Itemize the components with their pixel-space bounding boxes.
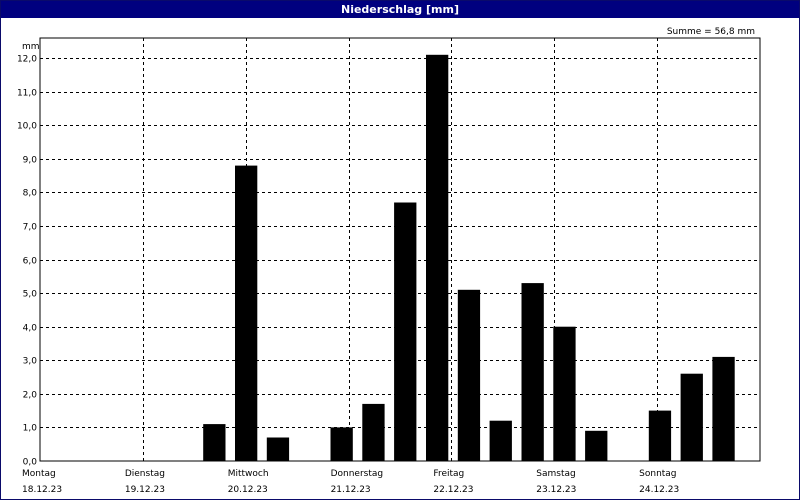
precipitation-bar (266, 437, 290, 461)
x-tick-date: 19.12.23 (125, 485, 165, 495)
precipitation-bar (203, 424, 226, 461)
y-axis-label: mm (22, 42, 40, 52)
x-tick-date: 18.12.23 (22, 485, 62, 495)
precipitation-bar (426, 54, 449, 462)
precipitation-bar (235, 165, 258, 461)
x-tick-day: Sonntag (639, 469, 676, 479)
y-tick-label: 0,0 (23, 458, 38, 468)
x-tick-date: 21.12.23 (331, 485, 371, 495)
x-tick-day: Dienstag (125, 469, 165, 479)
y-tick-label: 9,0 (23, 156, 38, 166)
precipitation-bar (330, 427, 353, 461)
precipitation-bar (585, 430, 608, 461)
x-tick-day: Samstag (536, 469, 575, 479)
precipitation-bar (648, 410, 672, 461)
chart-title: Niederschlag [mm] (1, 1, 799, 18)
x-tick-date: 20.12.23 (228, 485, 268, 495)
precipitation-bar (680, 373, 703, 461)
x-tick-date: 23.12.23 (536, 485, 576, 495)
precipitation-bar (712, 356, 735, 461)
precipitation-bar (521, 283, 544, 461)
x-tick-day: Freitag (433, 469, 464, 479)
y-tick-label: 12,0 (17, 55, 37, 65)
y-tick-label: 8,0 (23, 189, 38, 199)
y-tick-label: 7,0 (23, 223, 38, 233)
y-tick-label: 4,0 (23, 324, 38, 334)
y-tick-label: 3,0 (23, 357, 38, 367)
precipitation-bar (489, 420, 512, 461)
y-tick-label: 1,0 (23, 424, 38, 434)
precipitation-bar (394, 202, 417, 461)
precipitation-bar (362, 403, 385, 461)
y-tick-label: 11,0 (17, 89, 37, 99)
x-tick-day: Montag (22, 469, 56, 479)
precipitation-bar (553, 326, 576, 461)
y-tick-label: 5,0 (23, 290, 38, 300)
precipitation-bar (457, 289, 481, 461)
y-tick-label: 2,0 (23, 391, 38, 401)
summary-label: Summe = 56,8 mm (667, 27, 755, 37)
x-tick-day: Mittwoch (228, 469, 269, 479)
x-tick-day: Donnerstag (331, 469, 384, 479)
y-tick-label: 6,0 (23, 257, 38, 267)
x-tick-date: 24.12.23 (639, 485, 679, 495)
y-tick-label: 10,0 (17, 122, 37, 132)
x-tick-date: 22.12.23 (433, 485, 473, 495)
